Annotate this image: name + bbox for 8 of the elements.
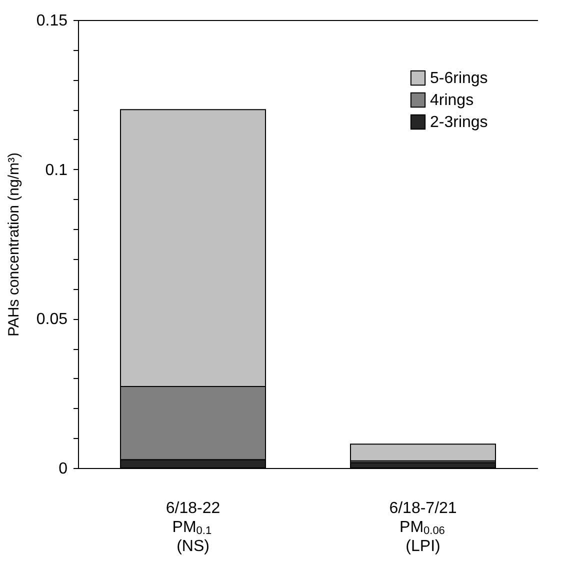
y-tick-label: 0.1 xyxy=(45,162,68,179)
y-tick-label: 0.05 xyxy=(36,311,68,328)
legend-label: 2-3rings xyxy=(430,114,488,131)
y-axis-title: PAHs concentration (ng/m³) xyxy=(5,152,22,336)
legend-label: 4rings xyxy=(430,92,474,109)
legend-label: 5-6rings xyxy=(430,70,488,87)
y-tick-label: 0.15 xyxy=(36,12,68,30)
y-tick-label: 0 xyxy=(58,460,68,478)
